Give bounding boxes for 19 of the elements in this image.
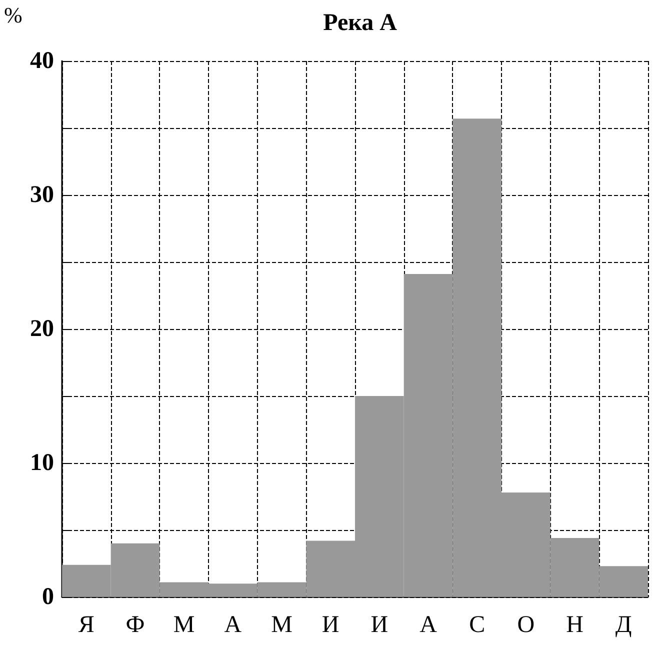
x-tick-label: Я: [78, 612, 94, 638]
x-tick-label: И: [370, 612, 388, 638]
y-axis-title: %: [4, 2, 22, 28]
x-tick-label: М: [271, 612, 292, 638]
x-tick-label: С: [469, 612, 486, 638]
y-tick-label: 20: [30, 316, 54, 342]
x-tick-label: М: [173, 612, 195, 638]
chart-title: Река А: [323, 10, 398, 36]
x-tick-label: Н: [566, 612, 584, 638]
y-tick-label: 40: [30, 48, 54, 74]
x-tick-label: А: [224, 612, 242, 638]
x-tick-label: Ф: [126, 612, 145, 638]
y-tick-label: 0: [42, 584, 54, 610]
y-tick-label: 30: [30, 182, 54, 208]
x-tick-label: О: [517, 612, 535, 638]
y-tick-label: 10: [30, 450, 54, 476]
x-tick-label: И: [322, 612, 340, 638]
x-tick-label: Д: [615, 612, 632, 638]
x-tick-label: А: [420, 612, 438, 638]
